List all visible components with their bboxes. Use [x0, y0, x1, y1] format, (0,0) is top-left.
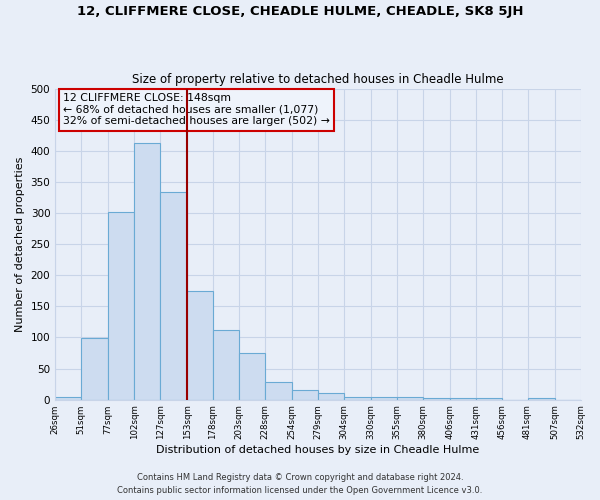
Bar — [81, 338, 108, 400]
Bar — [422, 398, 449, 400]
Bar — [213, 330, 239, 400]
Text: 12, CLIFFMERE CLOSE, CHEADLE HULME, CHEADLE, SK8 5JH: 12, CLIFFMERE CLOSE, CHEADLE HULME, CHEA… — [77, 5, 523, 18]
Text: 12 CLIFFMERE CLOSE: 148sqm
← 68% of detached houses are smaller (1,077)
32% of s: 12 CLIFFMERE CLOSE: 148sqm ← 68% of deta… — [63, 93, 330, 126]
Bar — [55, 396, 81, 400]
Bar — [476, 398, 502, 400]
Bar — [344, 396, 371, 400]
Bar — [292, 390, 318, 400]
Title: Size of property relative to detached houses in Cheadle Hulme: Size of property relative to detached ho… — [132, 73, 503, 86]
Bar — [134, 142, 160, 400]
Bar — [108, 212, 134, 400]
Bar — [318, 394, 344, 400]
Bar — [160, 192, 187, 400]
Bar — [527, 398, 554, 400]
Bar — [187, 291, 213, 400]
Bar — [265, 382, 292, 400]
Bar — [239, 353, 265, 400]
Bar — [371, 397, 397, 400]
Bar — [449, 398, 476, 400]
Bar — [397, 396, 422, 400]
Y-axis label: Number of detached properties: Number of detached properties — [15, 156, 25, 332]
Text: Contains HM Land Registry data © Crown copyright and database right 2024.
Contai: Contains HM Land Registry data © Crown c… — [118, 474, 482, 495]
X-axis label: Distribution of detached houses by size in Cheadle Hulme: Distribution of detached houses by size … — [156, 445, 479, 455]
